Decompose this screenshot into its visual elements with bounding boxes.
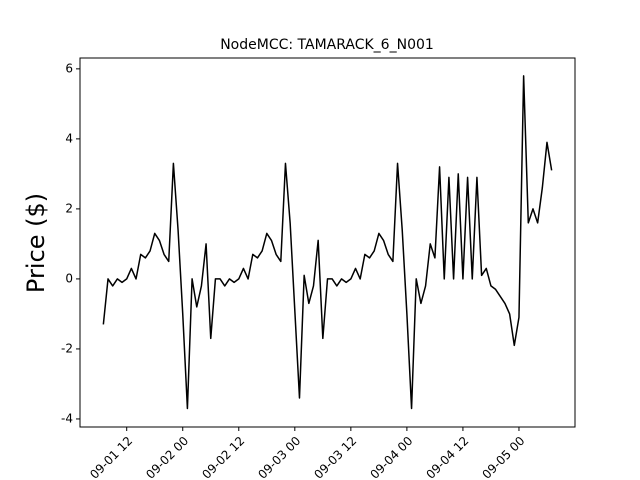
x-tick-label: 09-03 00: [255, 434, 303, 480]
y-tick-label: -4: [61, 411, 73, 425]
x-tick-label: 09-05 00: [480, 434, 528, 480]
x-tick-label: 09-03 12: [311, 434, 359, 480]
x-tick-label: 09-04 00: [367, 434, 415, 480]
y-tick-label: 0: [65, 271, 73, 285]
y-tick-label: 4: [65, 131, 73, 145]
y-tick-label: -2: [61, 341, 73, 355]
x-tick-label: 09-02 00: [143, 434, 191, 480]
chart-title: NodeMCC: TAMARACK_6_N001: [220, 37, 434, 53]
y-tick-label: 6: [65, 61, 73, 75]
y-axis-label: Price ($): [22, 193, 50, 293]
x-tick-label: 09-04 12: [423, 434, 471, 480]
x-tick-label: 09-02 12: [199, 434, 247, 480]
price-line: [102, 75, 553, 410]
x-tick-label: 09-01 12: [87, 434, 135, 480]
plot-frame: [79, 57, 576, 428]
y-tick-label: 2: [65, 201, 73, 215]
